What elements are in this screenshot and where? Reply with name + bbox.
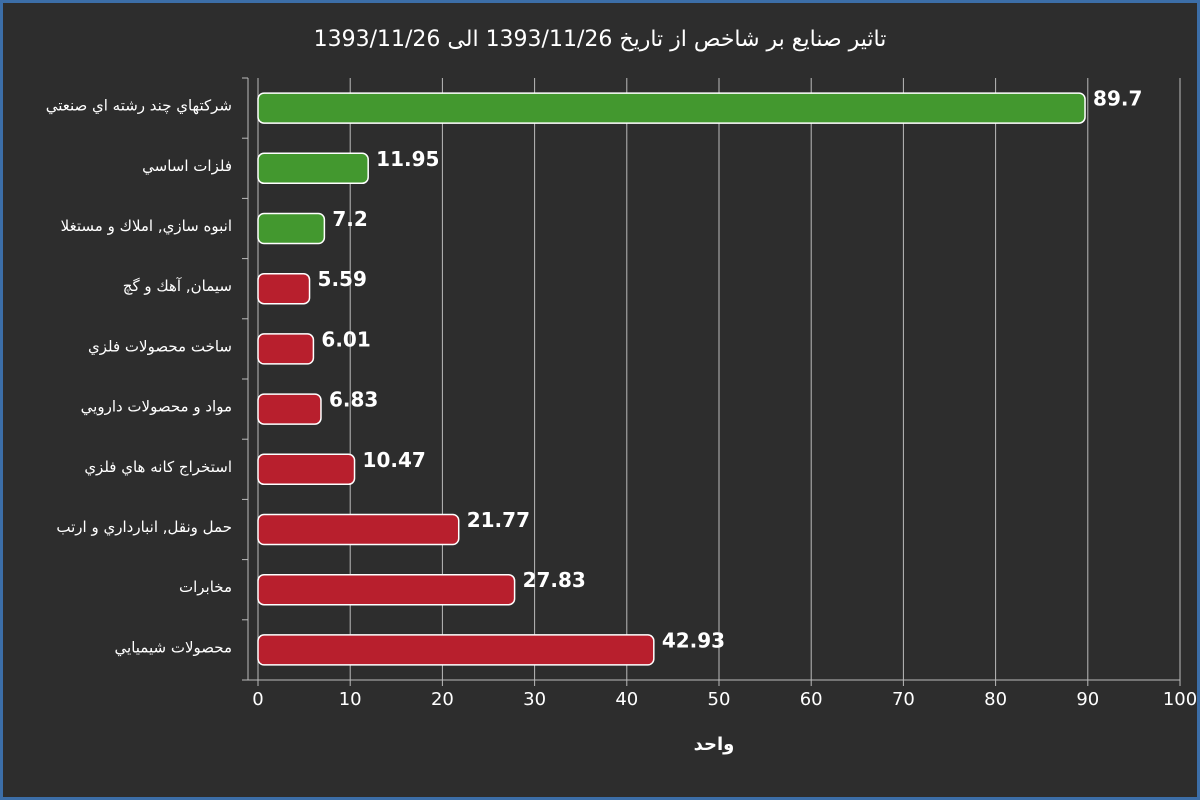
- data-label: 5.59: [318, 267, 367, 291]
- x-tick-label: 100: [1163, 689, 1197, 710]
- bar: [257, 152, 369, 185]
- bar: [257, 573, 516, 606]
- bar: [257, 333, 315, 365]
- data-label: 89.7: [1093, 87, 1142, 111]
- y-tick-label: ساخت محصولات فلزي: [88, 337, 232, 356]
- data-label: 27.83: [523, 568, 586, 592]
- x-tick-label: 30: [523, 689, 546, 710]
- x-tick-label: 50: [708, 689, 731, 710]
- bar: [257, 92, 1086, 124]
- x-tick-label: 0: [252, 689, 263, 710]
- bar: [257, 212, 326, 245]
- x-axis-label: واحد: [694, 734, 735, 755]
- x-tick-label: 60: [800, 689, 823, 710]
- x-tick-label: 90: [1076, 689, 1099, 710]
- y-tick-label: حمل ونقل, انبارداري و ارتب: [56, 518, 232, 537]
- y-tick-label: شركتهاي چند رشته اي صنعتي: [46, 97, 232, 116]
- data-label: 6.01: [321, 327, 370, 351]
- data-label: 6.83: [329, 388, 378, 412]
- x-tick-label: 80: [984, 689, 1007, 710]
- y-tick-label: محصولات شيميايي: [115, 638, 232, 657]
- bar: [257, 393, 322, 425]
- bar: [257, 513, 460, 546]
- bar: [257, 453, 356, 486]
- y-tick-label: استخراج كانه هاي فلزي: [84, 458, 232, 477]
- data-label: 21.77: [467, 508, 530, 532]
- data-label: 11.95: [376, 147, 439, 171]
- y-tick-label: مخابرات: [179, 578, 232, 596]
- data-label: 42.93: [662, 628, 725, 652]
- x-tick-label: 10: [339, 689, 362, 710]
- chart-title: تاثير صنايع بر شاخص از تاريخ 1393/11/26 …: [314, 27, 887, 52]
- bar: [257, 634, 655, 666]
- data-label: 10.47: [363, 448, 426, 472]
- data-label: 7.2: [332, 207, 367, 231]
- x-tick-label: 70: [892, 689, 915, 710]
- y-tick-label: انبوه سازي, املاك و مستغلا: [61, 217, 232, 236]
- bar: [257, 272, 311, 305]
- y-tick-label: مواد و محصولات دارويي: [81, 398, 232, 417]
- x-tick-label: 20: [431, 689, 454, 710]
- y-tick-label: سيمان, آهك و گچ: [123, 277, 232, 295]
- y-tick-label: فلزات اساسي: [142, 157, 232, 176]
- x-tick-label: 40: [615, 689, 638, 710]
